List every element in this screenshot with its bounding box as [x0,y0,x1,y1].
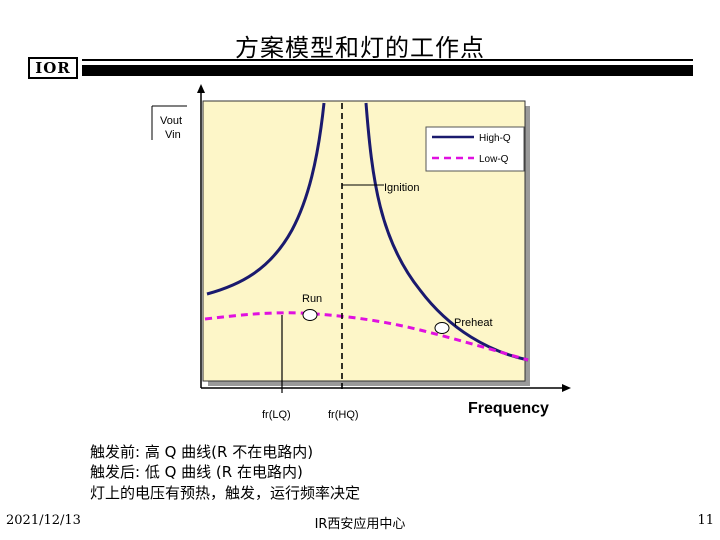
legend-low-q-label: Low-Q [479,154,509,165]
bullet-before-ignition: 触发前: 高 Q 曲线(R 不在电路内) [90,443,314,461]
preheat-point [434,322,450,334]
title-rule-thick [82,65,693,76]
ir-logo: IOR [28,57,78,79]
fr-lq-label: fr(LQ) [262,409,291,421]
preheat-label: Preheat [454,317,493,329]
page-number: 11 [697,513,714,528]
slide-title: 方案模型和灯的工作点 [235,34,485,62]
y-axis-arrow [197,84,205,93]
x-axis-label: Frequency [468,400,549,417]
legend-high-q-label: High-Q [479,133,511,144]
legend-box [425,126,525,172]
footer-center-text: IR西安应用中心 [314,517,406,532]
bullet-lamp-voltage: 灯上的电压有预热，触发，运行频率决定 [90,484,361,502]
high-q-curve-right [364,102,529,362]
run-point [302,309,318,321]
x-axis-arrow [562,384,571,392]
y-axis-label-bottom: Vin [165,129,181,141]
high-q-curve-left [206,102,326,296]
low-q-curve [204,311,529,362]
fr-hq-label: fr(HQ) [328,409,359,421]
bullet-after-ignition: 触发后: 低 Q 曲线 (R 在电路内) [90,463,303,481]
title-rule-thin [82,59,693,61]
footer-date: 2021/12/13 [6,513,81,528]
ignition-label: Ignition [384,182,419,194]
run-label: Run [302,293,322,305]
y-axis-label-top: Vout [160,115,182,127]
